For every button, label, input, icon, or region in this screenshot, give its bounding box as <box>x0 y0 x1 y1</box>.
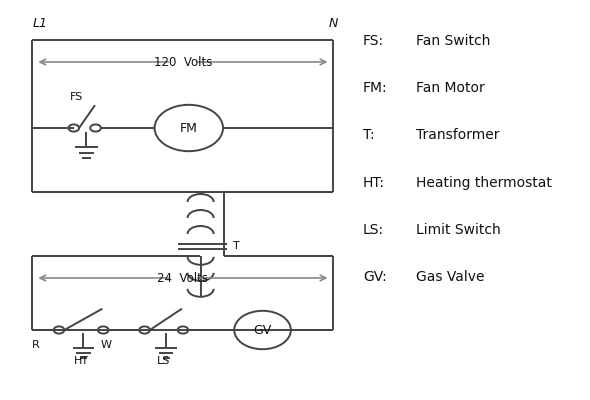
Text: R: R <box>31 340 40 350</box>
Text: Gas Valve: Gas Valve <box>416 270 484 284</box>
Text: Fan Switch: Fan Switch <box>416 34 490 48</box>
Text: Limit Switch: Limit Switch <box>416 223 501 237</box>
Text: W: W <box>101 340 112 350</box>
Text: Heating thermostat: Heating thermostat <box>416 176 552 190</box>
Text: FM: FM <box>180 122 198 134</box>
Text: Fan Motor: Fan Motor <box>416 81 485 95</box>
Text: LS: LS <box>157 356 171 366</box>
Text: HT:: HT: <box>363 176 385 190</box>
Text: FS: FS <box>70 92 83 102</box>
Text: L1: L1 <box>32 17 47 30</box>
Text: 24  Volts: 24 Volts <box>158 272 208 284</box>
Text: HT: HT <box>74 356 88 366</box>
Text: FM:: FM: <box>363 81 388 95</box>
Text: N: N <box>329 17 338 30</box>
Text: T: T <box>233 241 240 251</box>
Text: 120  Volts: 120 Volts <box>154 56 212 68</box>
Text: GV: GV <box>254 324 271 336</box>
Text: LS:: LS: <box>363 223 384 237</box>
Text: FS:: FS: <box>363 34 384 48</box>
Text: T:: T: <box>363 128 375 142</box>
Text: GV:: GV: <box>363 270 386 284</box>
Text: Transformer: Transformer <box>416 128 500 142</box>
